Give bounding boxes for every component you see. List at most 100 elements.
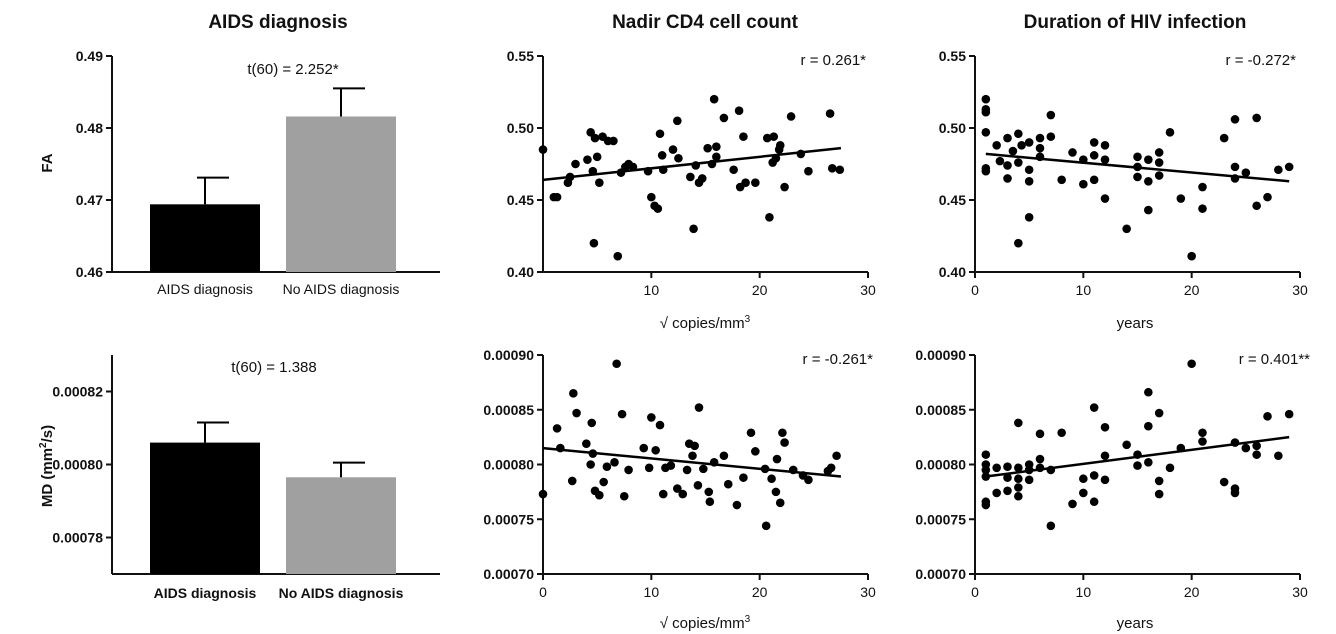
data-point [538,145,548,154]
data-point [1144,176,1153,186]
data-point [1014,474,1023,484]
y-tick-label: 0.49 [76,48,103,64]
data-point [1241,443,1251,453]
data-point [739,473,748,482]
data-point [1089,497,1099,507]
data-point [1079,155,1088,164]
data-point [1154,158,1164,167]
stat-annotation: r = -0.261* [803,351,874,368]
data-point [778,428,787,438]
y-tick-label: 0.46 [76,264,103,280]
y-tick-label: 0.00082 [52,384,103,400]
data-point [981,128,991,137]
data-point [582,439,591,448]
data-point [668,145,678,154]
data-point [1003,161,1012,170]
data-point [569,389,578,398]
data-point [673,116,682,126]
data-point [1035,429,1045,439]
panel-1: 0.40 0.45 0.50 0.55 r = 0.261* 10 20 30 [507,48,876,298]
x-tick-label: 30 [1292,282,1308,298]
data-point [775,140,785,150]
data-point [1154,171,1164,180]
data-point [1046,132,1056,141]
data-point [707,159,717,169]
ylabel-fa: FA [39,153,56,172]
data-point [612,359,621,369]
data-point [992,463,1001,473]
x-tick-label: 0 [539,584,547,600]
data-point [1187,251,1196,261]
data-point [609,136,618,146]
data-point [689,224,698,234]
ylabel-md-suffix: /s) [39,425,56,443]
panel-0: 0.46 0.47 0.48 0.49 t(60) = 2.252* AIDS diagn… [76,48,440,297]
y-tick-label: 0.45 [939,192,966,208]
data-point [732,500,742,510]
data-point [619,491,629,501]
data-point [673,484,682,493]
data-point [780,182,789,192]
xlabel-dur-bottom: years [1117,615,1154,632]
data-point [644,463,654,473]
data-point [1089,138,1099,147]
stat-annotation: r = 0.401** [1239,351,1310,368]
stat-annotation: t(60) = 1.388 [231,359,316,376]
data-point [760,464,770,474]
data-point [1014,483,1023,492]
ylabel-md-sup: 2 [38,442,49,448]
data-point [739,132,748,141]
data-point [1003,133,1012,143]
data-point [682,465,692,475]
x-category-label: No AIDS diagnosis [279,585,404,601]
data-point [639,443,649,453]
data-point [719,451,729,461]
y-tick-label: 0.50 [939,120,966,136]
data-point [1100,155,1110,164]
data-point [1035,133,1045,143]
data-point [1219,133,1229,143]
data-point [678,489,688,499]
data-point [709,94,719,104]
data-point [552,424,562,433]
chart-panels: 0.46 0.47 0.48 0.49 t(60) = 2.252* AIDS diagn… [52,48,1310,601]
data-point [705,497,715,507]
y-tick-label: 0.00090 [483,347,534,363]
data-point [826,463,836,473]
y-tick-label: 0.40 [507,264,534,280]
data-point [1100,475,1110,485]
data-point [796,149,806,159]
xlabel-cd4-bottom: √ copies/mm3 [660,614,751,632]
data-point [1122,224,1131,234]
data-point [567,476,577,486]
data-point [1154,476,1164,486]
data-point [1165,463,1175,473]
x-tick-label: 20 [752,584,768,600]
data-point [835,165,845,175]
x-tick-label: 20 [1184,584,1200,600]
data-point [588,449,598,458]
data-point [1079,179,1088,189]
y-tick-label: 0.00070 [483,566,534,582]
x-tick-label: 0 [971,282,979,298]
data-point [1198,437,1207,446]
xlabel-cd4-bottom-sup: 3 [745,614,751,625]
data-point [1089,471,1099,480]
data-point [1100,140,1110,150]
data-point [1274,165,1283,175]
data-point [1089,151,1099,160]
data-point [1003,174,1012,183]
data-point [1008,146,1018,156]
data-point [786,112,796,121]
data-point [658,165,668,175]
data-point [653,204,663,213]
x-tick-label: 30 [860,584,876,600]
data-point [981,472,991,481]
data-point [647,413,656,422]
data-point [699,464,708,474]
y-tick-label: 0.50 [507,120,534,136]
data-point [1144,421,1153,431]
data-point [613,251,623,261]
data-point [1198,428,1207,438]
